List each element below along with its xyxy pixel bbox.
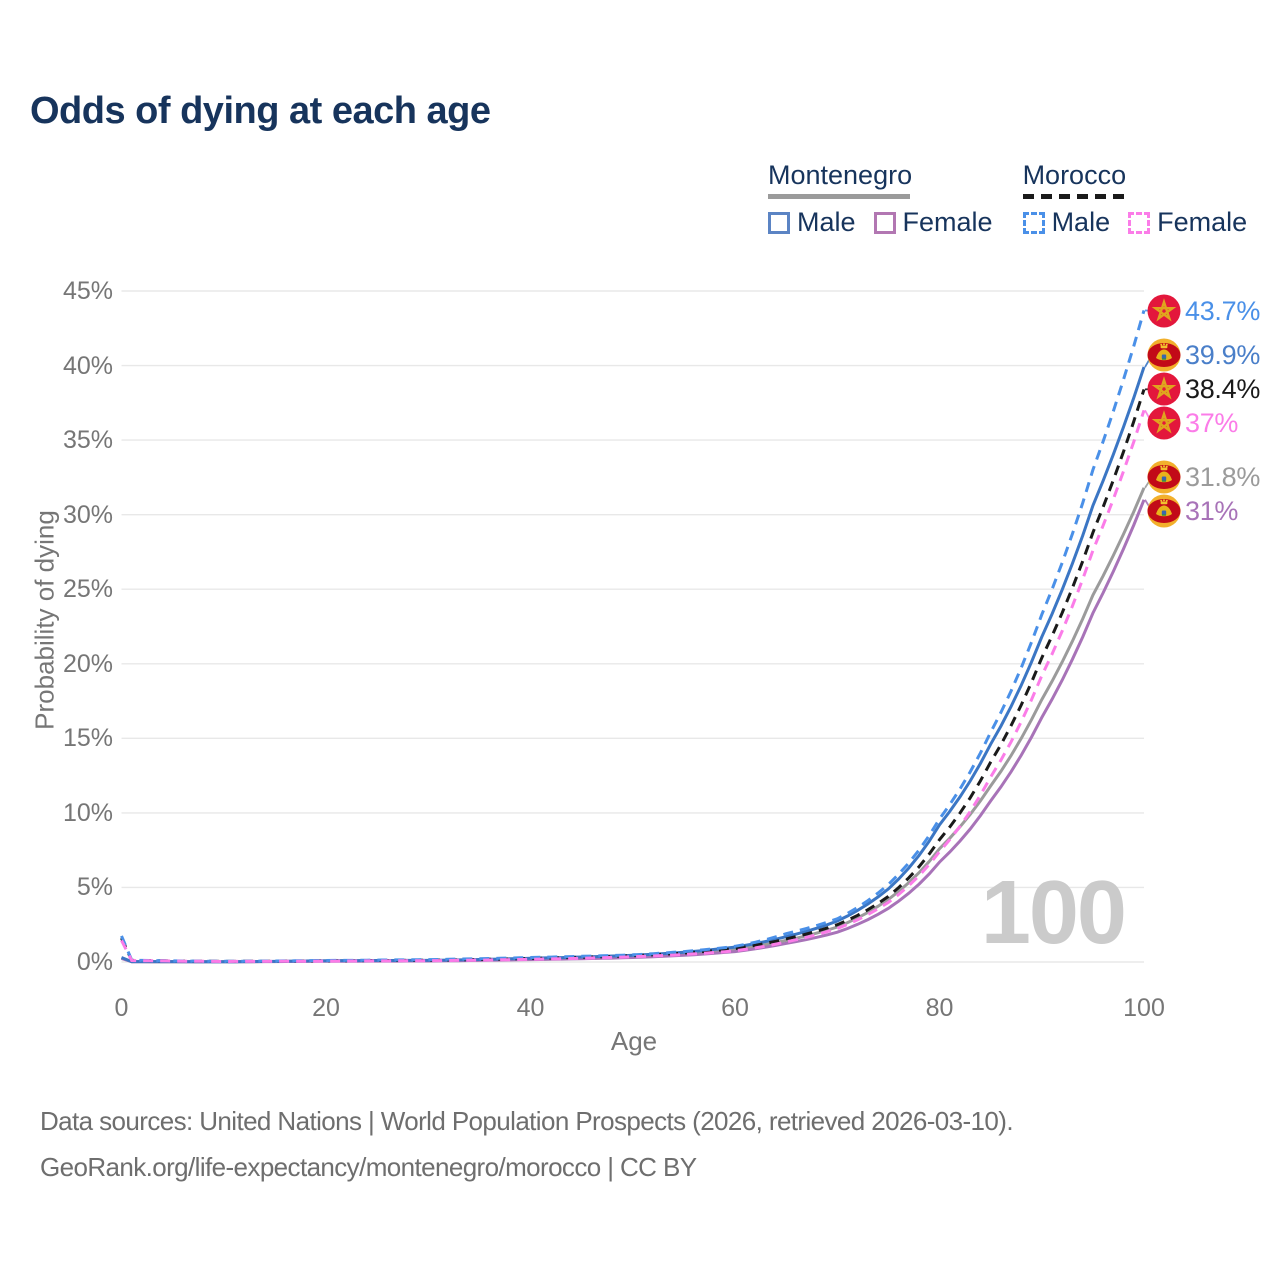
legend-line-sample-dashed [1022,194,1129,199]
y-tick-label: 40% [62,351,113,380]
x-tick-label: 20 [312,994,340,1022]
legend-item-label: Male [797,207,856,237]
montenegro-male-swatch-icon [768,211,790,234]
x-tick-label: 60 [721,994,749,1022]
legend-item-montenegro-male[interactable]: Male [768,207,856,238]
end-value-label-morocco-both: 38.4% [1185,374,1261,404]
end-value-label-morocco-female: 37% [1185,408,1239,438]
legend-item-label: Male [1051,207,1111,237]
y-tick-label: 15% [62,724,113,753]
age-watermark: 100 [980,863,1127,963]
y-tick-label: 35% [62,426,113,455]
morocco-flag-icon [1147,406,1181,440]
footer-link-line: GeoRank.org/life-expectancy/montenegro/m… [40,1152,697,1182]
montenegro-flag-icon [1147,494,1181,528]
morocco-male-swatch-icon [1022,211,1045,234]
legend-item-morocco-male[interactable]: Male [1022,207,1111,238]
x-axis-title: Age [610,1026,658,1056]
x-tick-label: 40 [516,994,545,1022]
series-line-morocco-both[interactable] [120,388,1146,963]
legend-item-montenegro-female[interactable]: Female [873,207,993,238]
legend-line-sample-solid [768,194,910,199]
legend: Montenegro Male Female Morocco Male Fema… [768,160,1247,238]
end-value-label-montenegro-both: 31.8% [1185,462,1261,492]
y-tick-label: 20% [62,649,113,678]
legend-item-label: Female [1157,207,1248,237]
x-tick-label: 100 [1123,994,1165,1022]
end-value-label-montenegro-female: 31% [1185,496,1239,526]
legend-group-montenegro: Montenegro Male Female [768,160,993,238]
montenegro-flag-icon [1147,460,1181,494]
end-value-label-morocco-male: 43.7% [1185,296,1261,326]
y-tick-label: 30% [62,500,113,529]
legend-item-morocco-female[interactable]: Female [1128,207,1247,238]
montenegro-female-swatch-icon [873,211,896,234]
series-line-morocco-male[interactable] [120,309,1146,963]
morocco-flag-icon [1147,294,1181,328]
y-tick-label: 10% [62,798,113,827]
legend-group-morocco: Morocco Male Female [1022,160,1247,238]
y-tick-label: 45% [62,277,113,305]
chart-title: Odds of dying at each age [30,90,491,132]
legend-country-montenegro[interactable]: Montenegro [768,160,913,190]
y-axis-title: Probability of dying [29,510,60,730]
end-value-label-montenegro-male: 39.9% [1185,340,1261,370]
y-tick-label: 5% [76,873,113,902]
x-tick-label: 80 [925,994,954,1022]
footer-sources-line: Data sources: United Nations | World Pop… [40,1106,1014,1136]
montenegro-flag-icon [1147,338,1181,372]
legend-country-morocco[interactable]: Morocco [1022,160,1127,190]
footer: Data sources: United Nations | World Pop… [40,1098,1014,1190]
x-tick-label: 0 [114,994,129,1022]
morocco-female-swatch-icon [1128,211,1151,234]
morocco-flag-icon [1147,372,1181,406]
y-tick-label: 0% [76,948,113,976]
y-tick-label: 25% [62,575,113,604]
legend-item-label: Female [902,207,993,237]
